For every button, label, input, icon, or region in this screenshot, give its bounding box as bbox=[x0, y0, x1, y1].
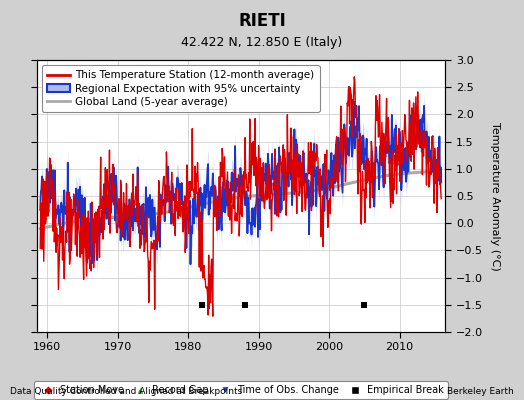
Y-axis label: Temperature Anomaly (°C): Temperature Anomaly (°C) bbox=[490, 122, 500, 270]
Text: RIETI: RIETI bbox=[238, 12, 286, 30]
Text: Berkeley Earth: Berkeley Earth bbox=[447, 387, 514, 396]
Legend: Station Move, Record Gap, Time of Obs. Change, Empirical Break: Station Move, Record Gap, Time of Obs. C… bbox=[34, 382, 448, 399]
Text: 42.422 N, 12.850 E (Italy): 42.422 N, 12.850 E (Italy) bbox=[181, 36, 343, 49]
Text: Data Quality Controlled and Aligned at Breakpoints: Data Quality Controlled and Aligned at B… bbox=[10, 387, 243, 396]
